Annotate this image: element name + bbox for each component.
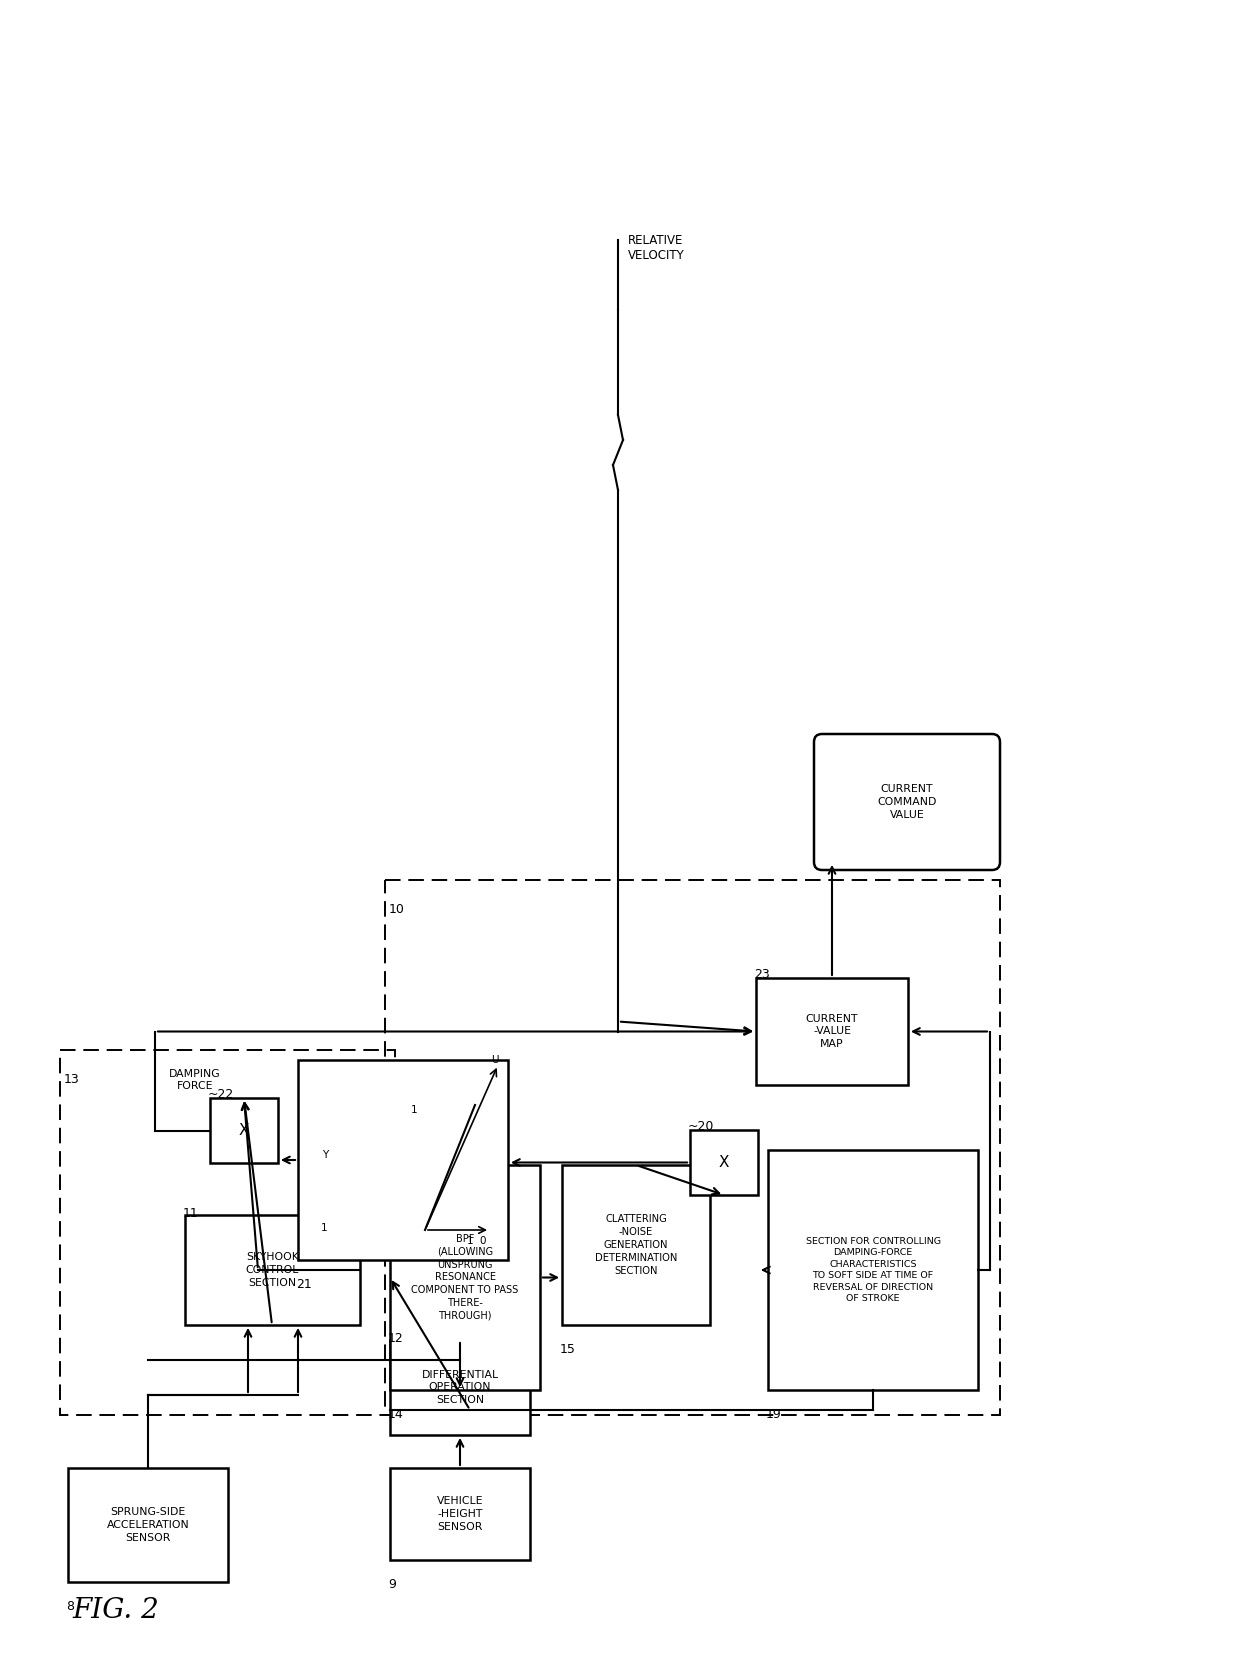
Text: ~22: ~22 (208, 1089, 234, 1100)
Text: 10: 10 (389, 903, 405, 916)
Text: DIFFERENTIAL
OPERATION
SECTION: DIFFERENTIAL OPERATION SECTION (422, 1370, 498, 1405)
Text: 0: 0 (480, 1236, 486, 1246)
Text: SPRUNG-SIDE
ACCELERATION
SENSOR: SPRUNG-SIDE ACCELERATION SENSOR (107, 1508, 190, 1543)
Text: 12: 12 (388, 1332, 404, 1345)
Text: 23: 23 (754, 968, 770, 981)
Text: 19: 19 (766, 1408, 781, 1422)
Text: 1: 1 (410, 1105, 417, 1115)
Bar (210, 1099, 278, 1163)
Bar (768, 1150, 978, 1390)
Text: 11: 11 (184, 1206, 198, 1220)
Text: ~20: ~20 (688, 1120, 714, 1133)
Bar (756, 978, 908, 1085)
Text: RELATIVE
VELOCITY: RELATIVE VELOCITY (627, 234, 684, 262)
Bar (391, 1165, 539, 1390)
Bar (60, 1051, 396, 1415)
Text: 9: 9 (388, 1577, 396, 1591)
Bar (185, 1215, 360, 1326)
Text: 8: 8 (66, 1601, 74, 1612)
Text: FIG. 2: FIG. 2 (72, 1596, 159, 1624)
Bar (384, 880, 999, 1415)
Text: Y: Y (322, 1150, 329, 1160)
Text: 14: 14 (388, 1408, 404, 1422)
Text: 13: 13 (64, 1074, 79, 1085)
Bar (68, 1468, 228, 1582)
Text: CURRENT
-VALUE
MAP: CURRENT -VALUE MAP (806, 1014, 858, 1049)
Text: 15: 15 (560, 1344, 575, 1355)
Text: DAMPING
FORCE: DAMPING FORCE (169, 1069, 221, 1090)
Bar (298, 1060, 508, 1259)
Text: 1: 1 (321, 1223, 327, 1233)
Text: 1: 1 (466, 1236, 474, 1246)
Text: 21: 21 (296, 1278, 311, 1291)
Text: CLATTERING
-NOISE
GENERATION
DETERMINATION
SECTION: CLATTERING -NOISE GENERATION DETERMINATI… (595, 1215, 677, 1276)
Text: U: U (491, 1056, 498, 1065)
Text: SECTION FOR CONTROLLING
DAMPING-FORCE
CHARACTERISTICS
TO SOFT SIDE AT TIME OF
RE: SECTION FOR CONTROLLING DAMPING-FORCE CH… (806, 1236, 940, 1302)
FancyBboxPatch shape (813, 734, 999, 870)
Text: SKYHOOK
CONTROL
SECTION: SKYHOOK CONTROL SECTION (246, 1253, 299, 1287)
Bar (689, 1130, 758, 1195)
Bar (391, 1341, 529, 1435)
Bar (562, 1165, 711, 1326)
Text: X: X (239, 1123, 249, 1138)
Bar (391, 1468, 529, 1559)
Text: VEHICLE
-HEIGHT
SENSOR: VEHICLE -HEIGHT SENSOR (436, 1496, 484, 1531)
Text: CURRENT
COMMAND
VALUE: CURRENT COMMAND VALUE (878, 784, 936, 820)
Text: BPF
(ALLOWING
UNSPRUNG
RESONANCE
COMPONENT TO PASS
THERE-
THROUGH): BPF (ALLOWING UNSPRUNG RESONANCE COMPONE… (412, 1234, 518, 1321)
Text: X: X (719, 1155, 729, 1170)
